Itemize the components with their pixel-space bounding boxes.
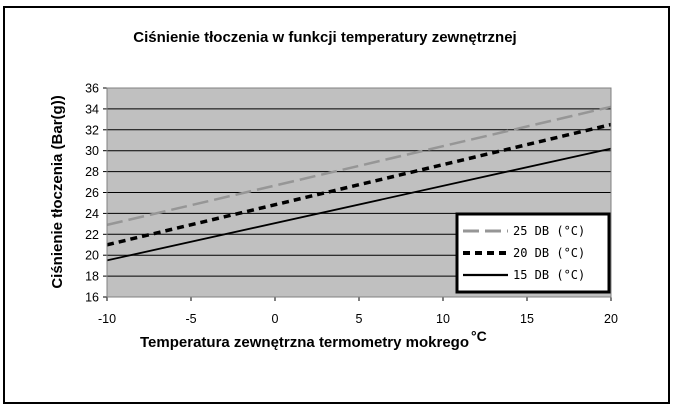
legend-label-2: 20 DB (°C) xyxy=(513,246,585,260)
y-tick-label: 30 xyxy=(85,144,99,158)
chart-title: Ciśnienie tłoczenia w funkcji temperatur… xyxy=(133,29,516,46)
y-tick-label: 28 xyxy=(85,165,99,179)
x-tick-label: -10 xyxy=(98,312,116,326)
x-axis-title: Temperatura zewnętrzna termometry mokreg… xyxy=(140,328,487,351)
series-line-3 xyxy=(106,147,612,262)
x-tick-label: 5 xyxy=(356,312,363,326)
y-tick-label: 26 xyxy=(85,186,99,200)
y-tick-label: 22 xyxy=(85,228,99,242)
y-tick-label: 34 xyxy=(85,102,99,116)
x-tick-label: 0 xyxy=(272,312,279,326)
y-tick-label: 18 xyxy=(85,270,99,284)
y-tick-label: 24 xyxy=(85,207,99,221)
x-tick-label: 10 xyxy=(436,312,450,326)
x-tick-label: -5 xyxy=(185,312,196,326)
legend-label-1: 25 DB (°C) xyxy=(513,224,585,238)
y-axis-title: Ciśnienie tłoczenia (Bar(g)) xyxy=(49,95,66,288)
y-tick-label: 36 xyxy=(85,82,99,96)
y-tick-labels: 16 18 20 22 24 26 28 30 32 34 36 xyxy=(85,82,99,305)
y-tick-label: 16 xyxy=(85,291,99,305)
legend-box xyxy=(455,212,611,294)
y-tick-label: 32 xyxy=(85,123,99,137)
series-line-1 xyxy=(106,105,612,227)
legend: 25 DB (°C) 20 DB (°C) 15 DB (°C) xyxy=(455,212,611,294)
y-tick-label: 20 xyxy=(85,249,99,263)
legend-label-3: 15 DB (°C) xyxy=(513,268,585,282)
series-line-2 xyxy=(106,122,612,247)
series-lines xyxy=(106,105,612,262)
plot-border xyxy=(106,87,612,298)
x-tick-label: 20 xyxy=(604,312,618,326)
x-tick-label: 15 xyxy=(520,312,534,326)
x-tick-labels: -10 -5 0 5 10 15 20 xyxy=(98,312,618,326)
